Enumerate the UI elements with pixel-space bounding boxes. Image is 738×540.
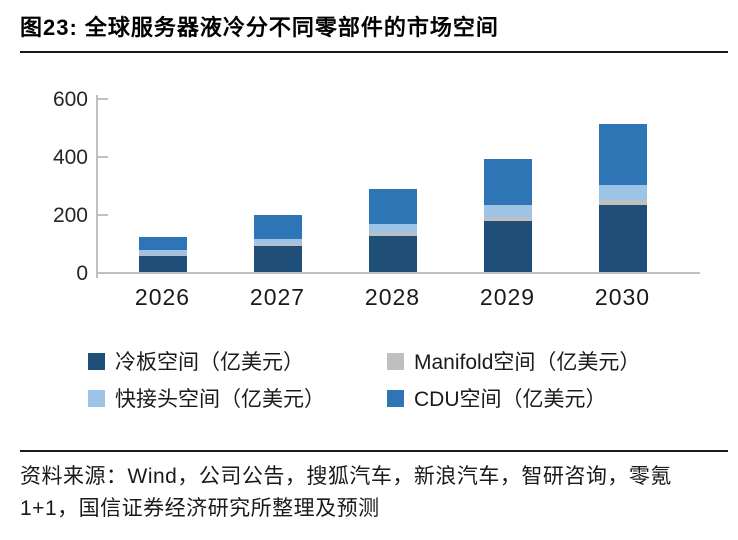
chart-legend: 冷板空间（亿美元） Manifold空间（亿美元） 快接头空间（亿美元） CDU空间（… (88, 349, 718, 411)
legend-label: CDU空间（亿美元） (414, 388, 607, 411)
x-axis-line (96, 272, 700, 274)
legend-swatch-icon (88, 389, 105, 407)
legend-label: 冷板空间（亿美元） (115, 351, 304, 374)
y-axis-label: 200 (52, 204, 88, 227)
y-axis-tick (98, 98, 108, 100)
bar-segment-2029-s3 (483, 158, 532, 206)
bar-segment-2029-s1 (483, 216, 532, 222)
source-note: 资料来源：Wind，公司公告，搜狐汽车，新浪汽车，智研咨询，零氪1+1，国信证券… (20, 465, 672, 520)
y-axis-tick (98, 214, 108, 216)
y-axis-label: 400 (52, 146, 88, 169)
legend-item-3: CDU空间（亿美元） (387, 386, 718, 411)
bar-segment-2028-s1 (368, 232, 417, 236)
legend-swatch-icon (387, 352, 404, 370)
x-axis-label: 2026 (134, 284, 191, 310)
legend-swatch-icon (88, 352, 105, 370)
bar-segment-2027-s1 (253, 244, 302, 246)
bar-segment-2026-s1 (138, 254, 187, 257)
bar-segment-2028-s3 (368, 189, 417, 225)
bar-segment-2030-s1 (598, 199, 647, 206)
bar-segment-2029-s0 (483, 221, 532, 272)
y-axis-tick (98, 156, 108, 158)
x-axis-label: 2029 (479, 284, 536, 310)
source-divider (20, 450, 728, 452)
x-axis-label: 2030 (594, 284, 651, 310)
legend-label: 快接头空间（亿美元） (115, 388, 325, 411)
stacked-bar-chart: 0 200 400 600 2026 2027 2028 2029 2030 (0, 60, 738, 320)
bar-segment-2027-s2 (253, 238, 302, 245)
bar-segment-2027-s3 (253, 215, 302, 239)
bar-segment-2029-s2 (483, 205, 532, 217)
figure-title: 图23: 全球服务器液冷分不同零部件的市场空间 (20, 15, 499, 40)
title-divider (20, 51, 728, 53)
legend-swatch-icon (387, 389, 404, 407)
bar-segment-2030-s3 (598, 124, 647, 185)
bar-segment-2026-s3 (138, 237, 187, 251)
y-axis-line (96, 95, 98, 278)
bar-segment-2028-s2 (368, 224, 417, 233)
bar-segment-2028-s0 (368, 235, 417, 272)
x-axis-label: 2027 (249, 284, 306, 310)
bar-segment-2026-s0 (138, 256, 187, 272)
legend-item-1: Manifold空间（亿美元） (387, 349, 718, 374)
x-axis-label: 2028 (364, 284, 421, 310)
y-axis-label: 600 (52, 88, 88, 111)
legend-item-2: 快接头空间（亿美元） (88, 386, 387, 411)
bar-segment-2026-s2 (138, 250, 187, 255)
y-axis-label: 0 (76, 262, 88, 285)
legend-label: Manifold空间（亿美元） (414, 351, 641, 374)
legend-item-0: 冷板空间（亿美元） (88, 349, 387, 374)
bar-segment-2030-s0 (598, 205, 647, 272)
bar-segment-2030-s2 (598, 185, 647, 200)
bar-segment-2027-s0 (253, 245, 302, 272)
